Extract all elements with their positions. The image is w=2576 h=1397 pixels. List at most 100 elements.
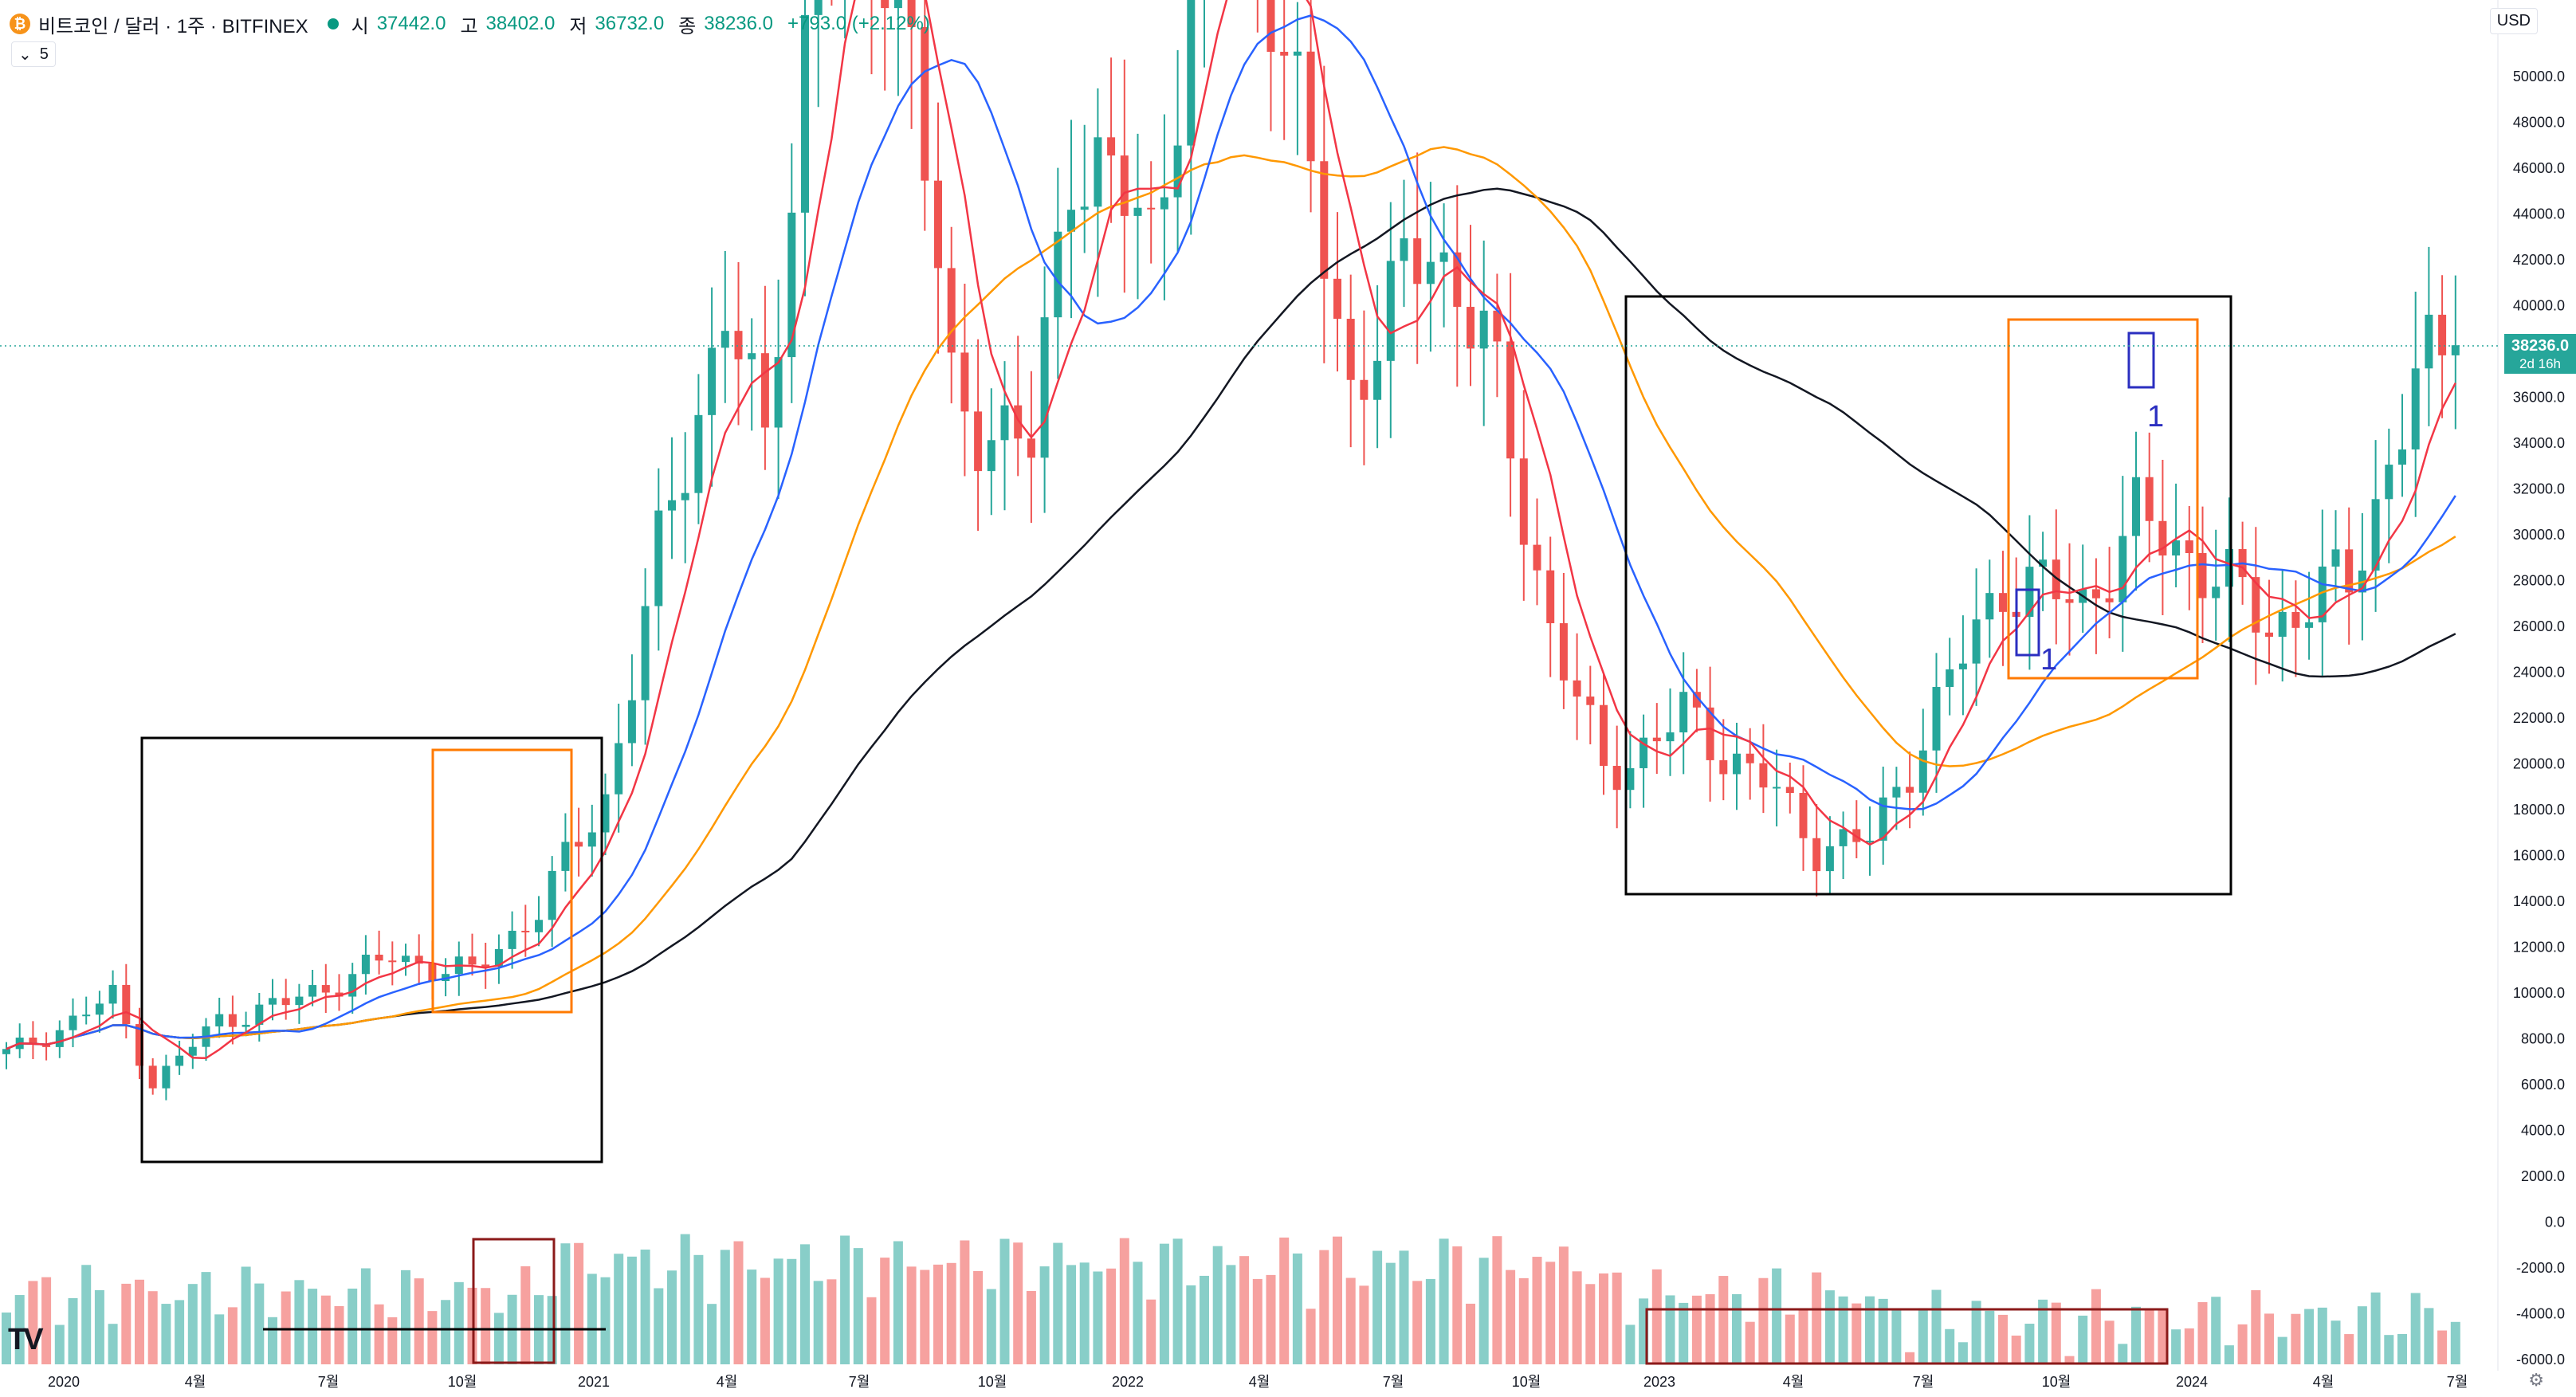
volume-bar: [2224, 1345, 2234, 1364]
price-tick-label: 12000.0: [2513, 940, 2565, 956]
volume-bar: [2370, 1292, 2381, 1364]
candle-body: [535, 920, 543, 932]
volume-bar: [1958, 1342, 1968, 1364]
volume-bar: [1079, 1262, 1090, 1364]
volume-bar: [121, 1283, 132, 1364]
price-tick-label: 32000.0: [2513, 481, 2565, 497]
candle-body: [2065, 598, 2074, 603]
candle-body: [69, 1015, 77, 1030]
volume-bar: [587, 1273, 597, 1364]
range-box-2023[interactable]: [1624, 295, 2232, 896]
candle-body: [1825, 846, 1834, 872]
indicator-count: 5: [39, 45, 49, 63]
candle-body: [548, 870, 556, 920]
time-tick-label: 4월: [1249, 1374, 1270, 1390]
candle-body: [108, 984, 117, 1004]
volume-bar: [175, 1300, 185, 1364]
candle-body: [215, 1014, 224, 1026]
volume-bar: [1425, 1278, 1435, 1364]
volume-bar: [2184, 1328, 2194, 1364]
candle-body: [1386, 261, 1395, 361]
candle-body: [1054, 231, 1062, 318]
candle-body: [1467, 307, 1475, 349]
indicator-legend-toggle[interactable]: ⌄ 5: [11, 41, 56, 67]
time-tick-label: 7월: [1913, 1374, 1934, 1390]
volume-bar: [600, 1277, 611, 1364]
volume-bar: [1252, 1278, 1262, 1364]
volume-bar: [308, 1289, 318, 1364]
volume-bar: [1905, 1352, 1915, 1364]
candle-body: [681, 492, 689, 500]
volume-bar: [1732, 1293, 1742, 1364]
volume-bar: [1492, 1236, 1502, 1364]
candle-body: [1280, 51, 1289, 56]
volume-bar: [281, 1291, 291, 1364]
candle-body: [1519, 458, 1528, 545]
tradingview-logo-icon[interactable]: TV: [8, 1323, 44, 1356]
candle-body: [627, 700, 636, 744]
volume-bar: [1878, 1298, 1888, 1364]
moving-average-200: [6, 187, 2456, 1050]
time-tick-label: 10월: [2042, 1374, 2071, 1390]
chevron-down-icon[interactable]: ⌄: [18, 45, 32, 64]
candle-body: [1612, 766, 1621, 791]
time-tick-label: 7월: [2447, 1374, 2468, 1390]
candle-body: [1014, 405, 1023, 439]
volume-bar: [2104, 1320, 2115, 1364]
volume-bar: [1159, 1243, 1169, 1364]
volume-bar: [1212, 1246, 1223, 1364]
volume-bar: [1186, 1285, 1196, 1364]
price-tick-label: 50000.0: [2513, 69, 2565, 84]
volume-bar: [1066, 1265, 1076, 1364]
volume-bar: [1812, 1272, 1822, 1364]
candle-body: [1173, 145, 1182, 198]
candle-body: [2132, 477, 2140, 536]
price-tick-label: 6000.0: [2521, 1077, 2565, 1093]
breakout-box-2020[interactable]: [431, 748, 573, 1014]
candle-body: [641, 606, 650, 700]
candle-body: [1453, 252, 1462, 308]
volume-bar: [2331, 1320, 2341, 1364]
candle-body: [508, 930, 516, 949]
volume-bar: [574, 1242, 584, 1364]
volume-bar: [827, 1279, 837, 1364]
volume-bar: [1439, 1238, 1449, 1364]
candle-body: [947, 268, 956, 353]
candle-body: [228, 1014, 237, 1027]
price-tick-label: 18000.0: [2513, 802, 2565, 818]
candle-body: [2411, 368, 2420, 449]
candle-body: [1985, 593, 1994, 620]
candle-body: [721, 331, 729, 348]
candle-body: [122, 984, 131, 1025]
candle-body: [1067, 210, 1075, 232]
volume-bar: [680, 1234, 690, 1364]
volume-box-2023[interactable]: [1645, 1308, 2169, 1365]
candle-body: [1799, 793, 1808, 838]
time-tick-label: 2024: [2176, 1374, 2208, 1390]
gear-icon[interactable]: ⚙: [2528, 1370, 2544, 1390]
range-box-2020[interactable]: [140, 736, 603, 1164]
candle-body: [1293, 51, 1302, 56]
currency-selector[interactable]: USD: [2489, 8, 2538, 34]
candle-body: [188, 1046, 197, 1056]
candle-body: [2185, 540, 2193, 554]
price-tick-label: 30000.0: [2513, 527, 2565, 543]
marker-box-b[interactable]: [2127, 332, 2155, 389]
volume-bar: [214, 1314, 225, 1364]
volume-bar: [2317, 1307, 2327, 1364]
candle-body: [814, 0, 823, 15]
price-tick-label: 26000.0: [2513, 618, 2565, 634]
volume-bar: [241, 1266, 251, 1364]
candle-body: [1639, 737, 1648, 768]
volume-bar: [1119, 1238, 1129, 1364]
candle-body: [1333, 278, 1341, 319]
volume-bar: [68, 1297, 78, 1364]
volume-box-2020[interactable]: [472, 1238, 556, 1364]
breakout-box-2023[interactable]: [2007, 318, 2199, 680]
volume-bar: [560, 1243, 571, 1364]
volume-bar: [720, 1250, 730, 1364]
candle-body: [974, 411, 983, 472]
marker-box-a[interactable]: [2015, 588, 2040, 657]
symbol-title[interactable]: 비트코인 / 달러 · 1주 · BITFINEX: [38, 15, 308, 37]
